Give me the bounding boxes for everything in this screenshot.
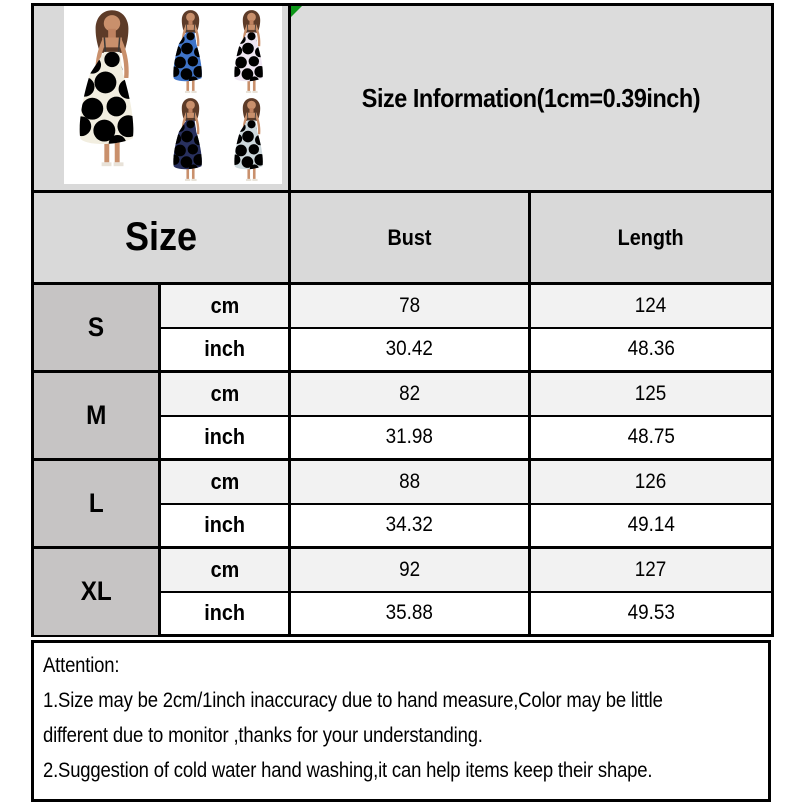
bust-inch-value-xl: 35.88 — [288, 590, 531, 637]
column-header-size: Size — [31, 190, 291, 285]
length-inch-value-m: 48.75 — [527, 414, 775, 461]
size-label-s: S — [31, 282, 161, 373]
size-label-l: L — [31, 458, 161, 549]
table-row: M cm 82 125 — [31, 370, 775, 461]
bust-inch-value-l: 34.32 — [288, 502, 531, 549]
table-row: Size Information(1cm=0.39inch) — [31, 3, 775, 193]
size-table: Size Information(1cm=0.39inch) Size Bust… — [31, 3, 775, 637]
table-row: S cm 78 124 — [31, 282, 775, 373]
table-row: L cm 88 126 — [31, 458, 775, 549]
column-header-length: Length — [527, 190, 775, 285]
length-cm-value-l: 126 — [527, 458, 775, 505]
unit-label-cm: cm — [158, 458, 291, 505]
unit-label-inch: inch — [158, 414, 291, 461]
product-photo-cell — [31, 3, 291, 193]
length-inch-value-s: 48.36 — [527, 326, 775, 373]
length-cm-value-m: 125 — [527, 370, 775, 417]
unit-label-cm: cm — [158, 546, 291, 593]
floral-maxi-dress-green-white-large-image — [79, 10, 134, 167]
unit-label-cm: cm — [158, 282, 291, 329]
dress-photo-grid — [160, 8, 282, 185]
attention-note-box: Attention: 1.Size may be 2cm/1inch inacc… — [31, 640, 771, 802]
attention-note-line: different due to monitor ,thanks for you… — [43, 724, 483, 747]
dress-photo-large — [64, 8, 160, 185]
unit-label-cm: cm — [158, 370, 291, 417]
green-triangle-icon — [292, 7, 302, 17]
size-chart-sheet: Size Information(1cm=0.39inch) Size Bust… — [31, 3, 775, 802]
bust-inch-value-m: 31.98 — [288, 414, 531, 461]
bust-cm-value-xl: 92 — [288, 546, 531, 593]
bust-cm-value-m: 82 — [288, 370, 531, 417]
size-label-m: M — [31, 370, 161, 461]
length-inch-value-l: 49.14 — [527, 502, 775, 549]
attention-note-line: 2.Suggestion of cold water hand washing,… — [43, 759, 653, 782]
length-cm-value-s: 124 — [527, 282, 775, 329]
size-label-xl: XL — [31, 546, 161, 637]
column-header-bust: Bust — [288, 190, 531, 285]
table-header-row: Size Bust Length — [31, 190, 775, 285]
table-row: inch 30.42 48.36 — [33, 326, 775, 373]
attention-note-line: 1.Size may be 2cm/1inch inaccuracy due t… — [43, 689, 663, 712]
bust-inch-value-s: 30.42 — [288, 326, 531, 373]
bust-cm-value-s: 78 — [288, 282, 531, 329]
table-row: XL cm 92 127 — [31, 546, 775, 637]
size-information-header-cell: Size Information(1cm=0.39inch) — [287, 3, 775, 193]
product-photo-collage — [64, 7, 282, 185]
floral-maxi-dress-blue-green-image — [173, 10, 202, 93]
table-row: inch 35.88 49.53 — [33, 590, 775, 637]
floral-maxi-dress-multicolor-bright-image — [234, 10, 263, 93]
table-row: inch 34.32 49.14 — [33, 502, 775, 549]
unit-label-inch: inch — [158, 502, 291, 549]
length-cm-value-xl: 127 — [527, 546, 775, 593]
floral-maxi-dress-navy-pink-image — [173, 97, 202, 181]
floral-maxi-dress-dusty-blue-image — [234, 97, 263, 181]
unit-label-inch: inch — [158, 326, 291, 373]
length-inch-value-xl: 49.53 — [527, 590, 775, 637]
page-title: Size Information(1cm=0.39inch) — [361, 82, 701, 113]
table-row: inch 31.98 48.75 — [33, 414, 775, 461]
attention-heading: Attention: — [43, 654, 120, 677]
bust-cm-value-l: 88 — [288, 458, 531, 505]
unit-label-inch: inch — [158, 590, 291, 637]
